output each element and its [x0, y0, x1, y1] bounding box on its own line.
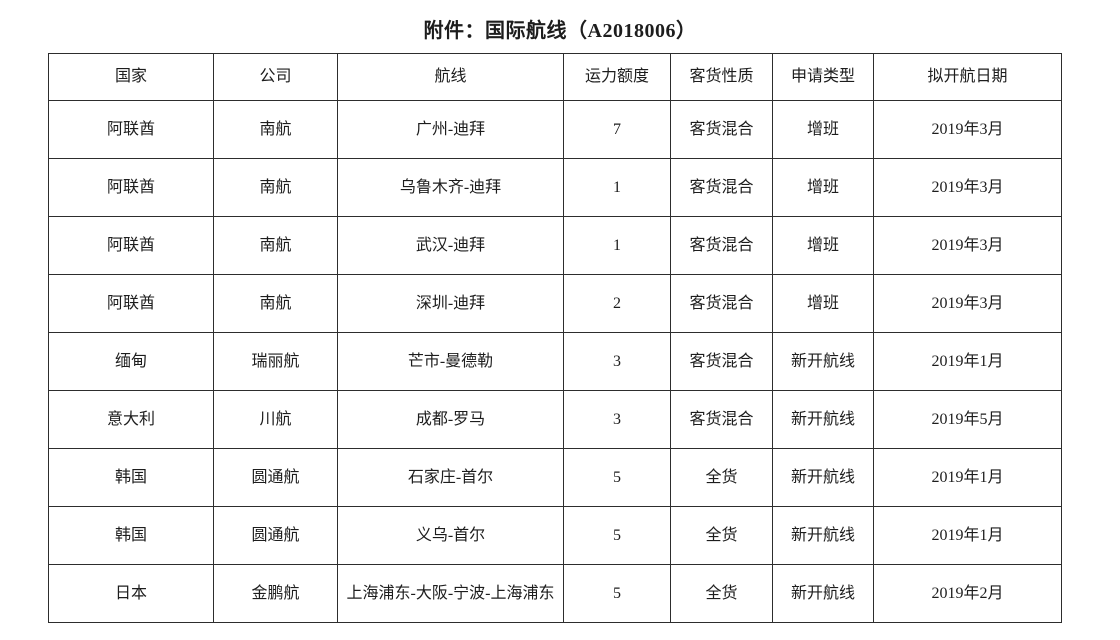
column-header: 航线 [337, 53, 564, 101]
table-cell: 金鹏航 [213, 564, 338, 623]
table-cell: 武汉-迪拜 [337, 216, 564, 275]
table-cell: 1 [563, 216, 671, 275]
flight-routes-table: 国家 公司 航线 运力额度 客货性质 申请类型 拟开航日期 阿联酋 南航 广州-迪拜 7 客货混合增… [48, 53, 1062, 623]
table-cell: 意大利 [48, 390, 214, 449]
table-cell: 客货混合 [670, 274, 773, 333]
table-cell: 客货混合 [670, 216, 773, 275]
table-cell: 2019年5月 [873, 390, 1062, 449]
table-cell: 日本 [48, 564, 214, 623]
table-cell: 5 [563, 448, 671, 507]
table-cell: 5 [563, 506, 671, 565]
table-cell: 圆通航 [213, 506, 338, 565]
table-cell: 上海浦东-大阪-宁波-上海浦东 [337, 564, 564, 623]
table-cell: 2019年3月 [873, 158, 1062, 217]
table-row: 阿联酋 南航 深圳-迪拜 2 客货混合 增班 2019年3月 [48, 274, 1062, 333]
table-cell: 5 [563, 564, 671, 623]
table-cell: 南航 [213, 100, 338, 159]
table-cell: 新开航线 [772, 506, 874, 565]
table-header: 国家 公司 航线 运力额度 客货性质 申请类型 拟开航日期 [48, 53, 1062, 101]
table-header-row: 国家 公司 航线 运力额度 客货性质 申请类型 拟开航日期 [48, 53, 1062, 101]
table-cell: 南航 [213, 158, 338, 217]
table-cell: 阿联酋 [48, 216, 214, 275]
table-cell: 2 [563, 274, 671, 333]
table-cell: 客货混合 [670, 390, 773, 449]
table-cell: 深圳-迪拜 [337, 274, 564, 333]
page-title: 附件：国际航线（A2018006） [423, 20, 697, 42]
column-header: 拟开航日期 [873, 53, 1062, 101]
table-cell: 新开航线 [772, 332, 874, 391]
table-cell: 2019年1月 [873, 506, 1062, 565]
table-cell: 南航 [213, 274, 338, 333]
table-row: 意大利 川航 成都-罗马 3 客货混合 新开航线 2019年5月 [48, 390, 1062, 449]
table-cell: 广州-迪拜 [337, 100, 564, 159]
table-cell: 增班 [772, 216, 874, 275]
table-row: 阿联酋 南航 武汉-迪拜 1 客货混合 增班 2019年3月 [48, 216, 1062, 275]
table-cell: 增班 [772, 100, 874, 159]
table-cell: 增班 [772, 274, 874, 333]
column-header: 运力额度 [563, 53, 671, 101]
column-header: 申请类型 [772, 53, 874, 101]
table-cell: 增班 [772, 158, 874, 217]
table-cell: 客货混合 [670, 100, 773, 159]
table-cell: 客货混合 [670, 332, 773, 391]
table-cell: 阿联酋 [48, 158, 214, 217]
table-cell: 乌鲁木齐-迪拜 [337, 158, 564, 217]
table-cell: 芒市-曼德勒 [337, 332, 564, 391]
table-cell: 3 [563, 390, 671, 449]
table-cell: 阿联酋 [48, 274, 214, 333]
table-cell: 3 [563, 332, 671, 391]
table-cell: 2019年3月 [873, 100, 1062, 159]
table-cell: 成都-罗马 [337, 390, 564, 449]
table-row: 缅甸 瑞丽航 芒市-曼德勒 3 客货混合 新开航线 2019年1月 [48, 332, 1062, 391]
table-cell: 新开航线 [772, 448, 874, 507]
table-cell: 客货混合 [670, 158, 773, 217]
table-cell: 2019年2月 [873, 564, 1062, 623]
table-cell: 2019年3月 [873, 274, 1062, 333]
table-cell: 韩国 [48, 448, 214, 507]
table-row: 阿联酋 南航 广州-迪拜 7 客货混合 增班 2019年3月 [48, 100, 1062, 159]
column-header: 国家 [48, 53, 214, 101]
table-cell: 新开航线 [772, 390, 874, 449]
table-cell: 南航 [213, 216, 338, 275]
table-cell: 2019年1月 [873, 448, 1062, 507]
table-cell: 瑞丽航 [213, 332, 338, 391]
table-cell: 7 [563, 100, 671, 159]
column-header: 公司 [213, 53, 338, 101]
table-cell: 韩国 [48, 506, 214, 565]
table-cell: 2019年3月 [873, 216, 1062, 275]
column-header: 客货性质 [670, 53, 773, 101]
table-cell: 阿联酋 [48, 100, 214, 159]
table-cell: 全货 [670, 564, 773, 623]
table-cell: 圆通航 [213, 448, 338, 507]
table-body: 阿联酋 南航 广州-迪拜 7 客货混合 增班 2019年3月 阿联酋 南航 乌鲁木齐-迪拜 1 客货混… [48, 100, 1062, 623]
table-cell: 新开航线 [772, 564, 874, 623]
table-cell: 全货 [670, 506, 773, 565]
table-row: 韩国 圆通航 石家庄-首尔 5 全货 新开航线 2019年1月 [48, 448, 1062, 507]
table-cell: 石家庄-首尔 [337, 448, 564, 507]
table-row: 阿联酋 南航 乌鲁木齐-迪拜 1 客货混合 增班 2019年3月 [48, 158, 1062, 217]
table-cell: 川航 [213, 390, 338, 449]
table-cell: 缅甸 [48, 332, 214, 391]
table-cell: 1 [563, 158, 671, 217]
table-cell: 全货 [670, 448, 773, 507]
table-row: 韩国 圆通航 义乌-首尔 5 全货 新开航线 2019年1月 [48, 506, 1062, 565]
table-cell: 2019年1月 [873, 332, 1062, 391]
table-cell: 义乌-首尔 [337, 506, 564, 565]
table-row: 日本 金鹏航 上海浦东-大阪-宁波-上海浦东 5 全货 新开航线 2019年2月 [48, 564, 1062, 623]
